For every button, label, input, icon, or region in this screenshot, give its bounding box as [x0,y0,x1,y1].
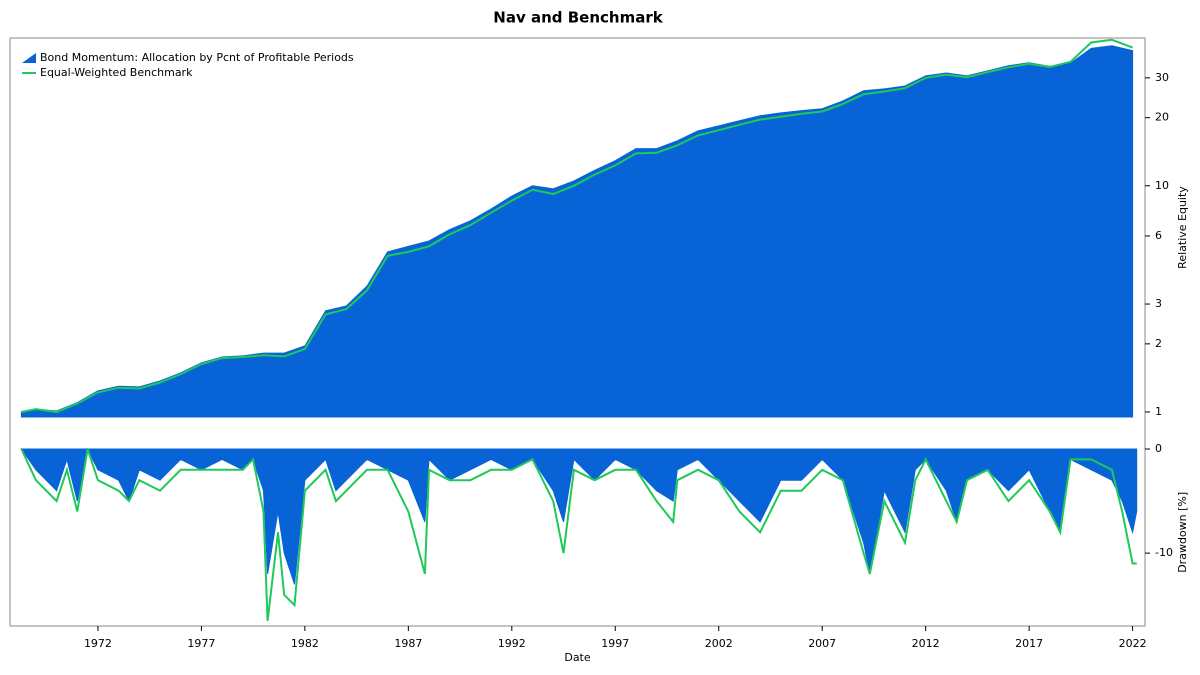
x-tick-label: 1977 [187,637,215,650]
x-tick-label: 1972 [84,637,112,650]
x-tick-label: 1992 [498,637,526,650]
legend-label: Bond Momentum: Allocation by Pcnt of Pro… [40,51,354,64]
y-tick-label: 3 [1155,297,1162,310]
area [20,447,1138,585]
y-tick-label: 0 [1155,442,1162,455]
x-tick-label: 2002 [705,637,733,650]
y-tick-label: 2 [1155,337,1162,350]
x-tick-label: 2007 [808,637,836,650]
x-tick-label: 2022 [1119,637,1147,650]
x-tick-label: 1987 [394,637,422,650]
chart-title: Nav and Benchmark [493,9,663,27]
legend-label: Equal-Weighted Benchmark [40,66,193,79]
y-axis-label: Drawdown [%] [1176,492,1189,573]
line [20,448,1137,621]
plot-frame [9,37,1146,627]
y-tick-label: 6 [1155,229,1162,242]
y-tick-label: 10 [1155,179,1169,192]
y-axis-label: Relative Equity [1176,186,1189,269]
y-tick-label: -10 [1155,546,1173,559]
y-tick-label: 1 [1155,405,1162,418]
area [20,45,1134,418]
x-tick-label: 2012 [912,637,940,650]
x-tick-label: 1997 [601,637,629,650]
x-tick-label: 1982 [291,637,319,650]
y-tick-label: 30 [1155,71,1169,84]
x-axis-label: Date [564,651,591,664]
legend-swatch [22,53,36,63]
x-tick-label: 2017 [1015,637,1043,650]
y-tick-label: 20 [1155,111,1169,124]
line [21,38,1133,414]
